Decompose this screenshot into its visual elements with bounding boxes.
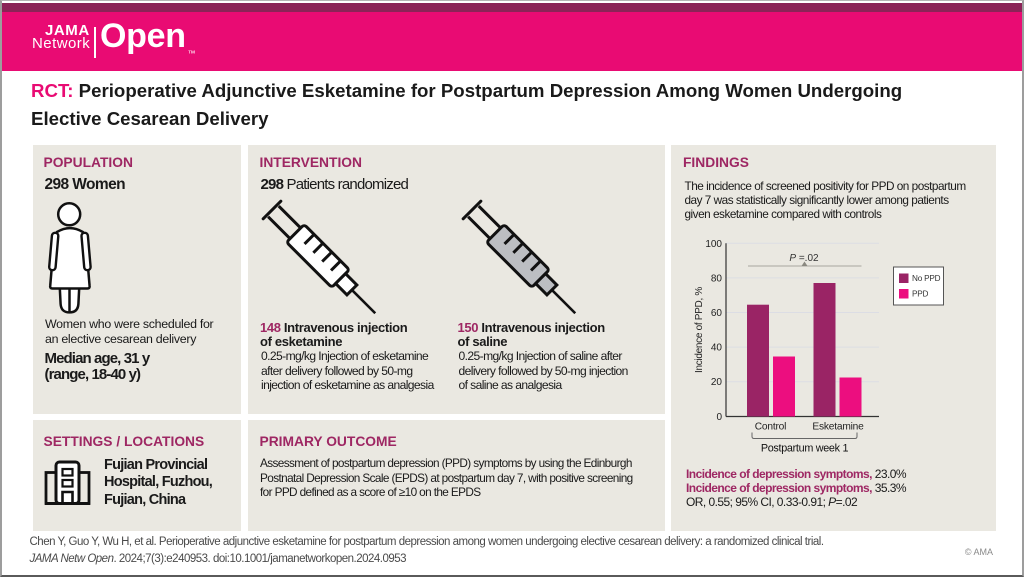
svg-text:PPD: PPD <box>912 290 929 299</box>
svg-text:Esketamine: Esketamine <box>812 422 864 433</box>
svg-text:20: 20 <box>711 377 723 388</box>
svg-text:P =.02: P =.02 <box>789 253 819 264</box>
svg-text:40: 40 <box>711 343 723 354</box>
svg-text:Control: Control <box>755 422 786 433</box>
svg-text:No PPD: No PPD <box>912 274 941 283</box>
svg-text:0: 0 <box>716 412 722 423</box>
svg-text:100: 100 <box>705 239 722 250</box>
svg-text:Incidence of PPD, %: Incidence of PPD, % <box>694 287 705 373</box>
svg-text:80: 80 <box>711 273 723 284</box>
svg-text:60: 60 <box>711 308 723 319</box>
svg-text:Postpartum week 1: Postpartum week 1 <box>761 443 849 455</box>
